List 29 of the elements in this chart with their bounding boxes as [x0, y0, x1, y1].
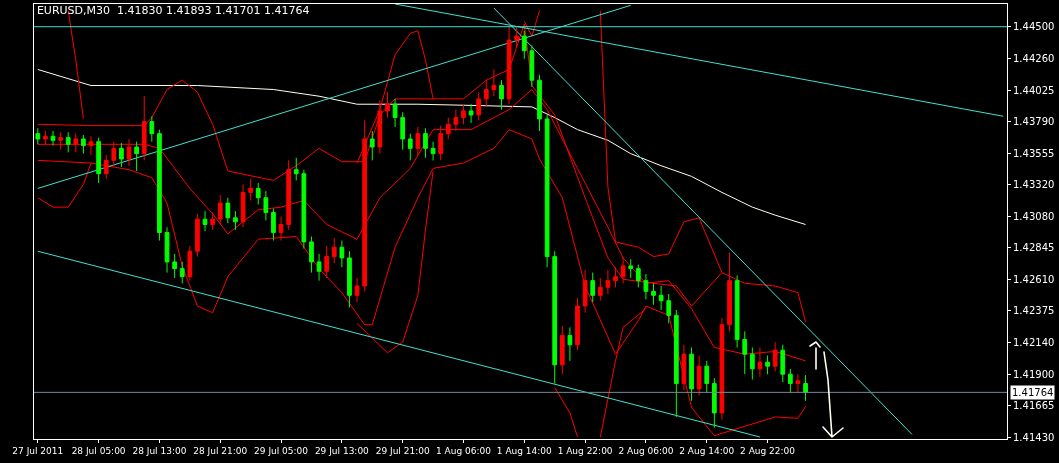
x-tick-label: 2 Aug 14:00 [679, 445, 735, 456]
x-tick-label: 2 Aug 06:00 [618, 445, 674, 456]
y-tick-label: 1.43320 [1013, 178, 1055, 190]
y-tick-label: 1.42845 [1013, 242, 1055, 254]
x-tick-label: 29 Jul 21:00 [375, 445, 430, 456]
x-tick-label: 28 Jul 05:00 [71, 445, 126, 456]
y-tick-label: 1.41665 [1013, 400, 1055, 412]
y-tick-label: 1.42610 [1013, 273, 1055, 285]
y-tick-label: 1.44260 [1013, 53, 1055, 65]
x-tick-label: 29 Jul 05:00 [254, 445, 309, 456]
y-tick-label: 1.41430 [1013, 431, 1055, 443]
x-tick-label: 1 Aug 06:00 [436, 445, 492, 456]
y-tick-label: 1.44500 [1013, 21, 1055, 33]
x-tick-label: 1 Aug 22:00 [557, 445, 613, 456]
y-tick-label: 1.43555 [1013, 147, 1055, 159]
chart-title: EURUSD,M30 1.41830 1.41893 1.41701 1.41764 [36, 3, 310, 17]
x-tick-label: 28 Jul 13:00 [132, 445, 187, 456]
ref-line-label: 1.41764 [1012, 387, 1054, 398]
x-tick-label: 29 Jul 13:00 [314, 445, 370, 456]
x-tick-label: 1 Aug 14:00 [496, 445, 553, 456]
y-tick-label: 1.43080 [1013, 210, 1055, 222]
y-tick-label: 1.44025 [1013, 84, 1055, 96]
y-tick-label: 1.42375 [1013, 305, 1055, 317]
x-tick-label: 2 Aug 22:00 [740, 445, 796, 456]
x-tick-label: 27 Jul 2011 [12, 445, 64, 456]
y-tick-label: 1.41900 [1013, 368, 1055, 380]
y-tick-label: 1.42140 [1013, 336, 1055, 348]
y-tick-label: 1.43790 [1013, 116, 1055, 128]
x-tick-label: 28 Jul 21:00 [193, 445, 248, 456]
